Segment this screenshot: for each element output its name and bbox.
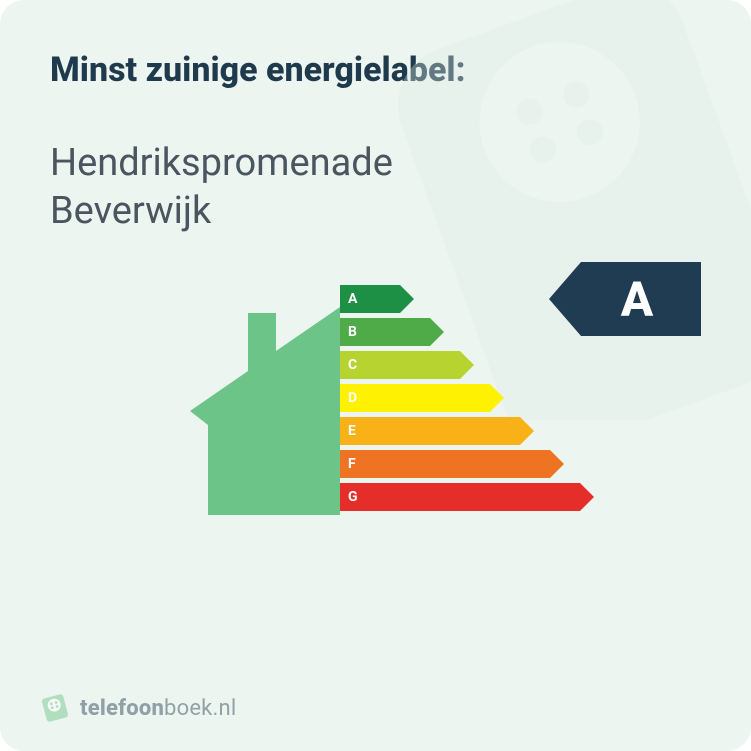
energy-bar-label: B xyxy=(340,318,430,346)
card-title: Minst zuinige energielabel: xyxy=(50,50,701,90)
brand-light: boek xyxy=(164,696,213,721)
energy-bar-label: G xyxy=(340,483,580,511)
energy-bar-label: F xyxy=(340,450,550,478)
bar-arrow-icon xyxy=(550,450,564,478)
energy-bar-label: E xyxy=(340,417,520,445)
bar-arrow-icon xyxy=(490,384,504,412)
bar-arrow-icon xyxy=(580,483,594,511)
brand-suffix: .nl xyxy=(213,696,237,721)
footer: telefoonboek.nl xyxy=(40,693,236,723)
brand-icon xyxy=(40,693,70,723)
rating-letter: A xyxy=(581,262,701,336)
energy-bar-label: D xyxy=(340,384,490,412)
energy-card: Minst zuinige energielabel: Hendriksprom… xyxy=(0,0,751,751)
bar-arrow-icon xyxy=(520,417,534,445)
bar-arrow-icon xyxy=(460,351,474,379)
energy-bar-label: A xyxy=(340,285,400,313)
brand-text: telefoonboek.nl xyxy=(80,696,236,721)
location-line1: Hendrikspromenade xyxy=(50,140,701,188)
energy-chart: ABCDEFG A xyxy=(50,285,701,545)
location-text: Hendrikspromenade Beverwijk xyxy=(50,140,701,235)
location-line2: Beverwijk xyxy=(50,188,701,236)
rating-indicator: A xyxy=(549,262,701,336)
indicator-arrow-icon xyxy=(549,262,581,336)
bar-arrow-icon xyxy=(430,318,444,346)
energy-bar-label: C xyxy=(340,351,460,379)
brand-bold: telefoon xyxy=(80,696,164,721)
bar-arrow-icon xyxy=(400,285,414,313)
house-icon xyxy=(190,285,340,519)
